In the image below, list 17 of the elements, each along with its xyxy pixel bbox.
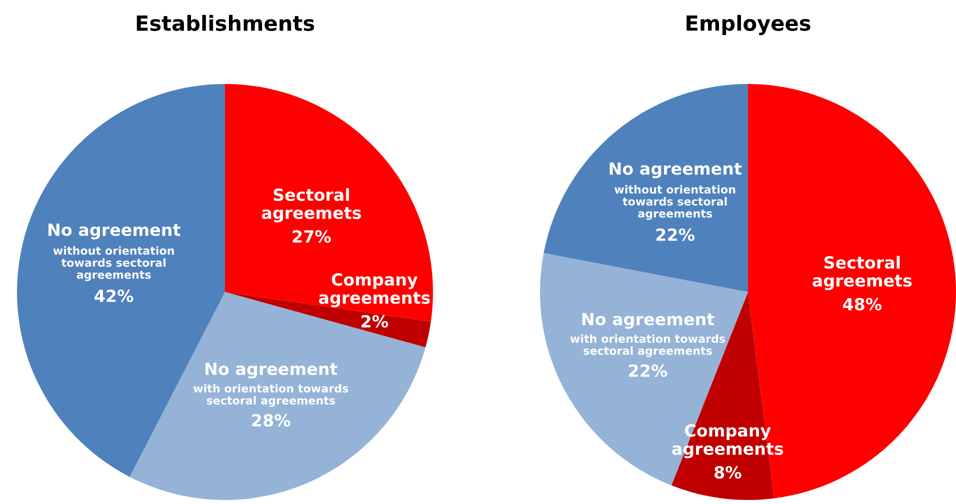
slice-label: Sectoral agreemets [262, 188, 361, 222]
slice-label: Sectoral agreemets [812, 256, 912, 290]
data-label: 8% [714, 466, 742, 479]
chart-title: Establishments [136, 14, 314, 32]
chart-title: Employees [686, 14, 810, 36]
data-label: 28% [252, 414, 290, 427]
slice-label: No agreement without orientation towards sectoral agreements [610, 162, 742, 220]
slice-label: No agreement without orientation towards sectoral agreements [48, 224, 180, 282]
data-label: 22% [656, 228, 694, 241]
slice-label: Company agreements [318, 273, 430, 308]
data-label: 48% [842, 298, 882, 310]
data-label: 27% [292, 230, 331, 243]
slice-label: No agreement with orientation towards sectoral agreements [570, 313, 726, 358]
data-label: 22% [629, 364, 668, 377]
data-label: 42% [94, 290, 134, 302]
data-label: 2% [362, 315, 388, 328]
slice-label: No agreement with orientation towards sectoral agreements [193, 362, 348, 407]
